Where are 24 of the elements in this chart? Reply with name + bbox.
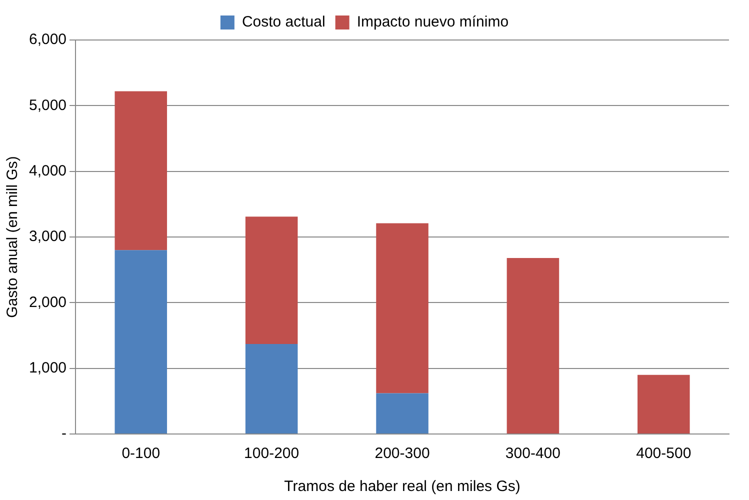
y-tick-label: 5,000 [28, 96, 67, 114]
legend-label: Costo actual [242, 14, 326, 31]
x-tick-label: 300-400 [505, 445, 560, 462]
bar [245, 344, 298, 434]
y-tick-label: 6,000 [28, 31, 67, 48]
x-tick-label: 200-300 [374, 445, 430, 462]
bar [245, 216, 298, 344]
bar [376, 223, 428, 394]
y-tick-label: 2,000 [28, 294, 67, 311]
x-tick-label: 100-200 [244, 445, 300, 462]
legend-label: Impacto nuevo mínimo [356, 14, 509, 31]
x-axis-title: Tramos de haber real (en miles Gs) [284, 478, 520, 496]
y-tick-label: 3,000 [28, 228, 67, 246]
y-tick-label: 4,000 [28, 162, 67, 180]
y-axis-title: Gasto anual (en mill Gs) [4, 156, 22, 318]
x-tick-label: 0-100 [122, 445, 160, 462]
y-tick-label: 1,000 [28, 359, 67, 376]
y-tick-label: - [62, 425, 67, 442]
bar [638, 374, 690, 434]
x-tick-label: 400-500 [636, 445, 692, 462]
bar [376, 393, 428, 434]
bar [114, 91, 168, 250]
bar [506, 258, 560, 434]
bar [114, 250, 168, 434]
